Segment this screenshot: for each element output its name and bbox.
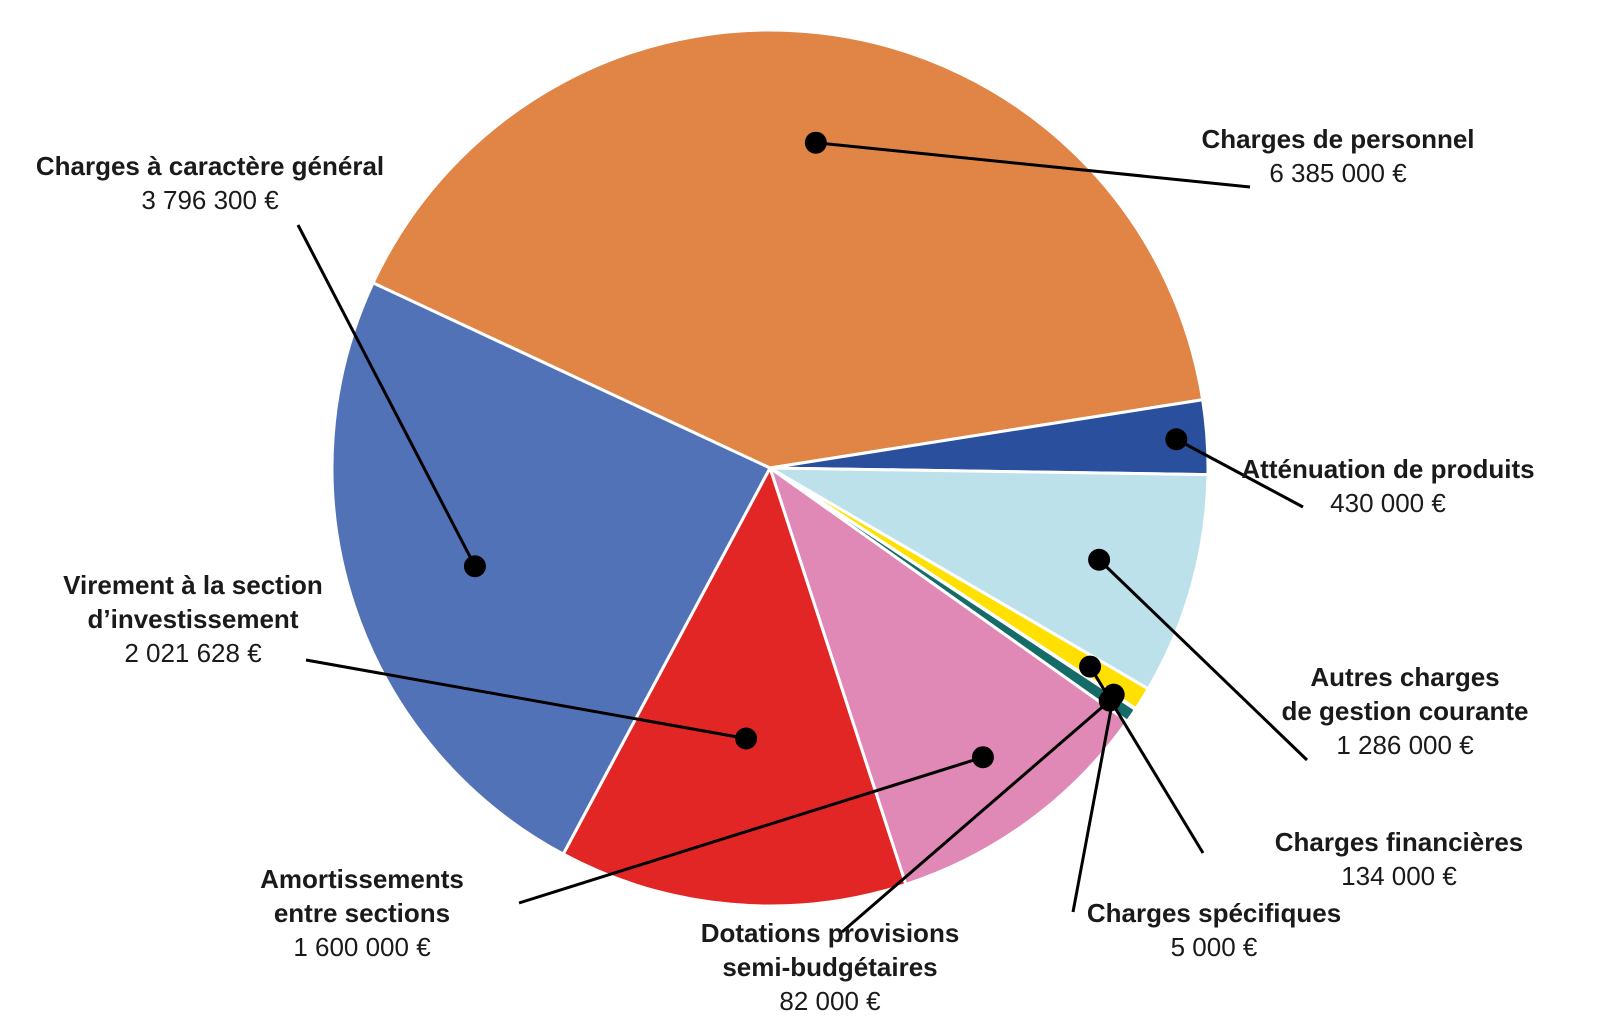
leader-line: [841, 699, 1111, 934]
slice-label-value: 1 286 000 €: [1336, 730, 1474, 760]
slice-label-name: Charges à caractère général: [36, 151, 384, 181]
leader-line: [305, 658, 747, 740]
leader-line: [815, 141, 1251, 189]
leader-line: [1098, 558, 1309, 762]
slice-label-name: Charges spécifiques: [1087, 898, 1341, 928]
leader-dot: [463, 555, 486, 578]
leader-dot: [1098, 689, 1121, 712]
leader-dot: [1165, 428, 1188, 451]
slice-label-value: 3 796 300 €: [141, 185, 279, 215]
pie-slice: [330, 281, 772, 856]
slice-label-name: d’investissement: [88, 604, 299, 634]
leader-dot: [804, 131, 827, 154]
slice-label-name: Dotations provisions: [701, 918, 960, 948]
leader-line: [296, 224, 477, 567]
slice-label-name: de gestion courante: [1281, 696, 1528, 726]
slice-label-value: 134 000 €: [1341, 861, 1457, 891]
slice-label-value: 82 000 €: [779, 986, 881, 1016]
pie-slice: [371, 28, 1205, 470]
leader-dot: [971, 746, 994, 769]
leader-line: [518, 755, 984, 905]
slice-label-value: 6 385 000 €: [1269, 158, 1407, 188]
slice-label-name: semi-budgétaires: [722, 952, 937, 982]
slice-label-name: Autres charges: [1310, 662, 1499, 692]
slice-label-value: 2 021 628 €: [124, 638, 262, 668]
leader-dot: [1088, 548, 1111, 571]
slice-label-name: Virement à la section: [63, 570, 323, 600]
pie-slice: [768, 466, 1210, 691]
pie-slice: [768, 466, 1129, 886]
slice-label-value: 1 600 000 €: [293, 932, 431, 962]
pie-slice: [561, 466, 908, 908]
slice-label-name: entre sections: [274, 898, 450, 928]
slice-labels: Charges de personnel 6 385 000 € Atténuati…: [36, 124, 1535, 1016]
slice-label-value: 5 000 €: [1171, 932, 1258, 962]
slice-label-name: Charges de personnel: [1201, 124, 1474, 154]
leader-line: [1071, 694, 1116, 913]
leader-lines: [296, 131, 1309, 934]
leader-line: [1175, 437, 1304, 509]
leader-dot: [735, 727, 758, 750]
slice-label-value: 430 000 €: [1330, 488, 1446, 518]
pie-slices: [330, 28, 1210, 908]
slice-label-name: Atténuation de produits: [1241, 454, 1534, 484]
leader-dot: [1079, 655, 1102, 678]
slice-label-name: Amortissements: [260, 864, 464, 894]
slice-label-name: Charges financières: [1275, 827, 1524, 857]
